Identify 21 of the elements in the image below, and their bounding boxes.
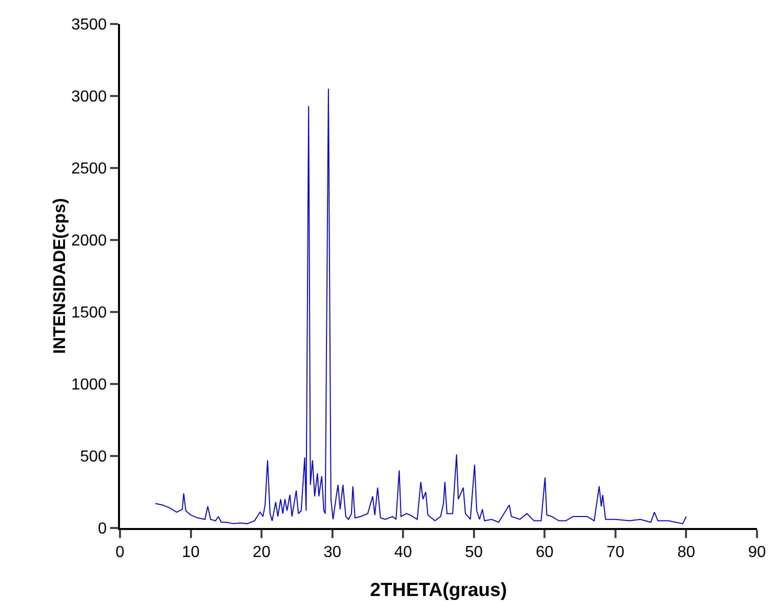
x-tick-label: 80 bbox=[677, 544, 696, 562]
y-tick-label: 2000 bbox=[71, 232, 107, 250]
y-tick-label: 0 bbox=[98, 520, 107, 538]
line-series bbox=[154, 88, 687, 524]
x-axis-title: 2THETA(graus) bbox=[370, 580, 507, 601]
x-tick-label: 50 bbox=[464, 544, 483, 562]
y-tick-label: 3500 bbox=[71, 16, 107, 34]
y-tick-label: 1000 bbox=[71, 376, 107, 394]
x-tick-label: 60 bbox=[536, 544, 554, 562]
x-tick-label: 40 bbox=[394, 544, 412, 562]
x-tick-label: 10 bbox=[182, 544, 200, 562]
x-tick-label: 70 bbox=[606, 544, 624, 562]
y-tick-label: 1500 bbox=[71, 304, 107, 322]
y-tick-label: 2500 bbox=[71, 160, 107, 178]
x-tick-label: 20 bbox=[252, 544, 271, 562]
y-tick-label: 500 bbox=[80, 448, 107, 466]
x-tick-label: 30 bbox=[323, 544, 342, 562]
y-tick-label: 3000 bbox=[71, 88, 107, 106]
y-axis-title: INTENSIDADE(cps) bbox=[50, 198, 70, 354]
x-tick-label: 0 bbox=[116, 544, 125, 562]
x-tick-label: 90 bbox=[748, 544, 766, 562]
